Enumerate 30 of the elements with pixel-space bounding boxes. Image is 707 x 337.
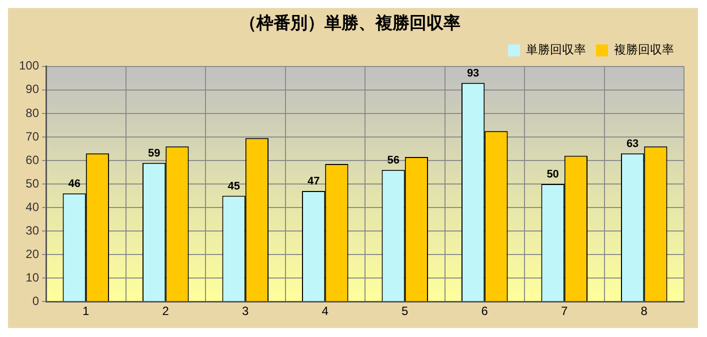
y-tick-label: 100 [18, 58, 40, 73]
y-tick-label: 30 [26, 223, 40, 238]
y-tick-label: 50 [26, 176, 40, 190]
y-tick-label: 40 [26, 200, 40, 214]
data-label: 47 [307, 176, 320, 188]
x-tick-label: 2 [162, 304, 170, 318]
x-tick-label: 5 [402, 304, 409, 318]
data-label: 63 [626, 138, 639, 150]
y-tick-label: 10 [26, 270, 40, 284]
legend-label: 単勝回収率 [526, 42, 586, 57]
data-label: 56 [387, 154, 400, 166]
x-tick-label: 8 [640, 304, 648, 318]
y-tick-label: 90 [26, 82, 40, 96]
x-tick-label: 1 [82, 304, 90, 318]
data-label: 50 [546, 168, 559, 181]
y-tick-label: 80 [26, 106, 40, 120]
x-tick-label: 6 [481, 304, 488, 318]
data-label: 46 [68, 178, 80, 190]
data-label: 59 [148, 147, 160, 160]
legend-label: 複勝回収率 [614, 42, 674, 57]
y-tick-label: 60 [26, 152, 40, 167]
chart-title: （枠番別）単勝、複勝回収率 [240, 14, 460, 34]
x-tick-label: 4 [322, 304, 329, 318]
y-tick-label: 20 [26, 246, 40, 261]
data-label: 45 [228, 180, 240, 192]
y-tick-label: 70 [26, 129, 40, 144]
data-label: 93 [466, 67, 480, 80]
x-tick-label: 3 [242, 304, 250, 318]
x-tick-label: 7 [561, 304, 568, 318]
y-tick-label: 0 [32, 294, 40, 308]
